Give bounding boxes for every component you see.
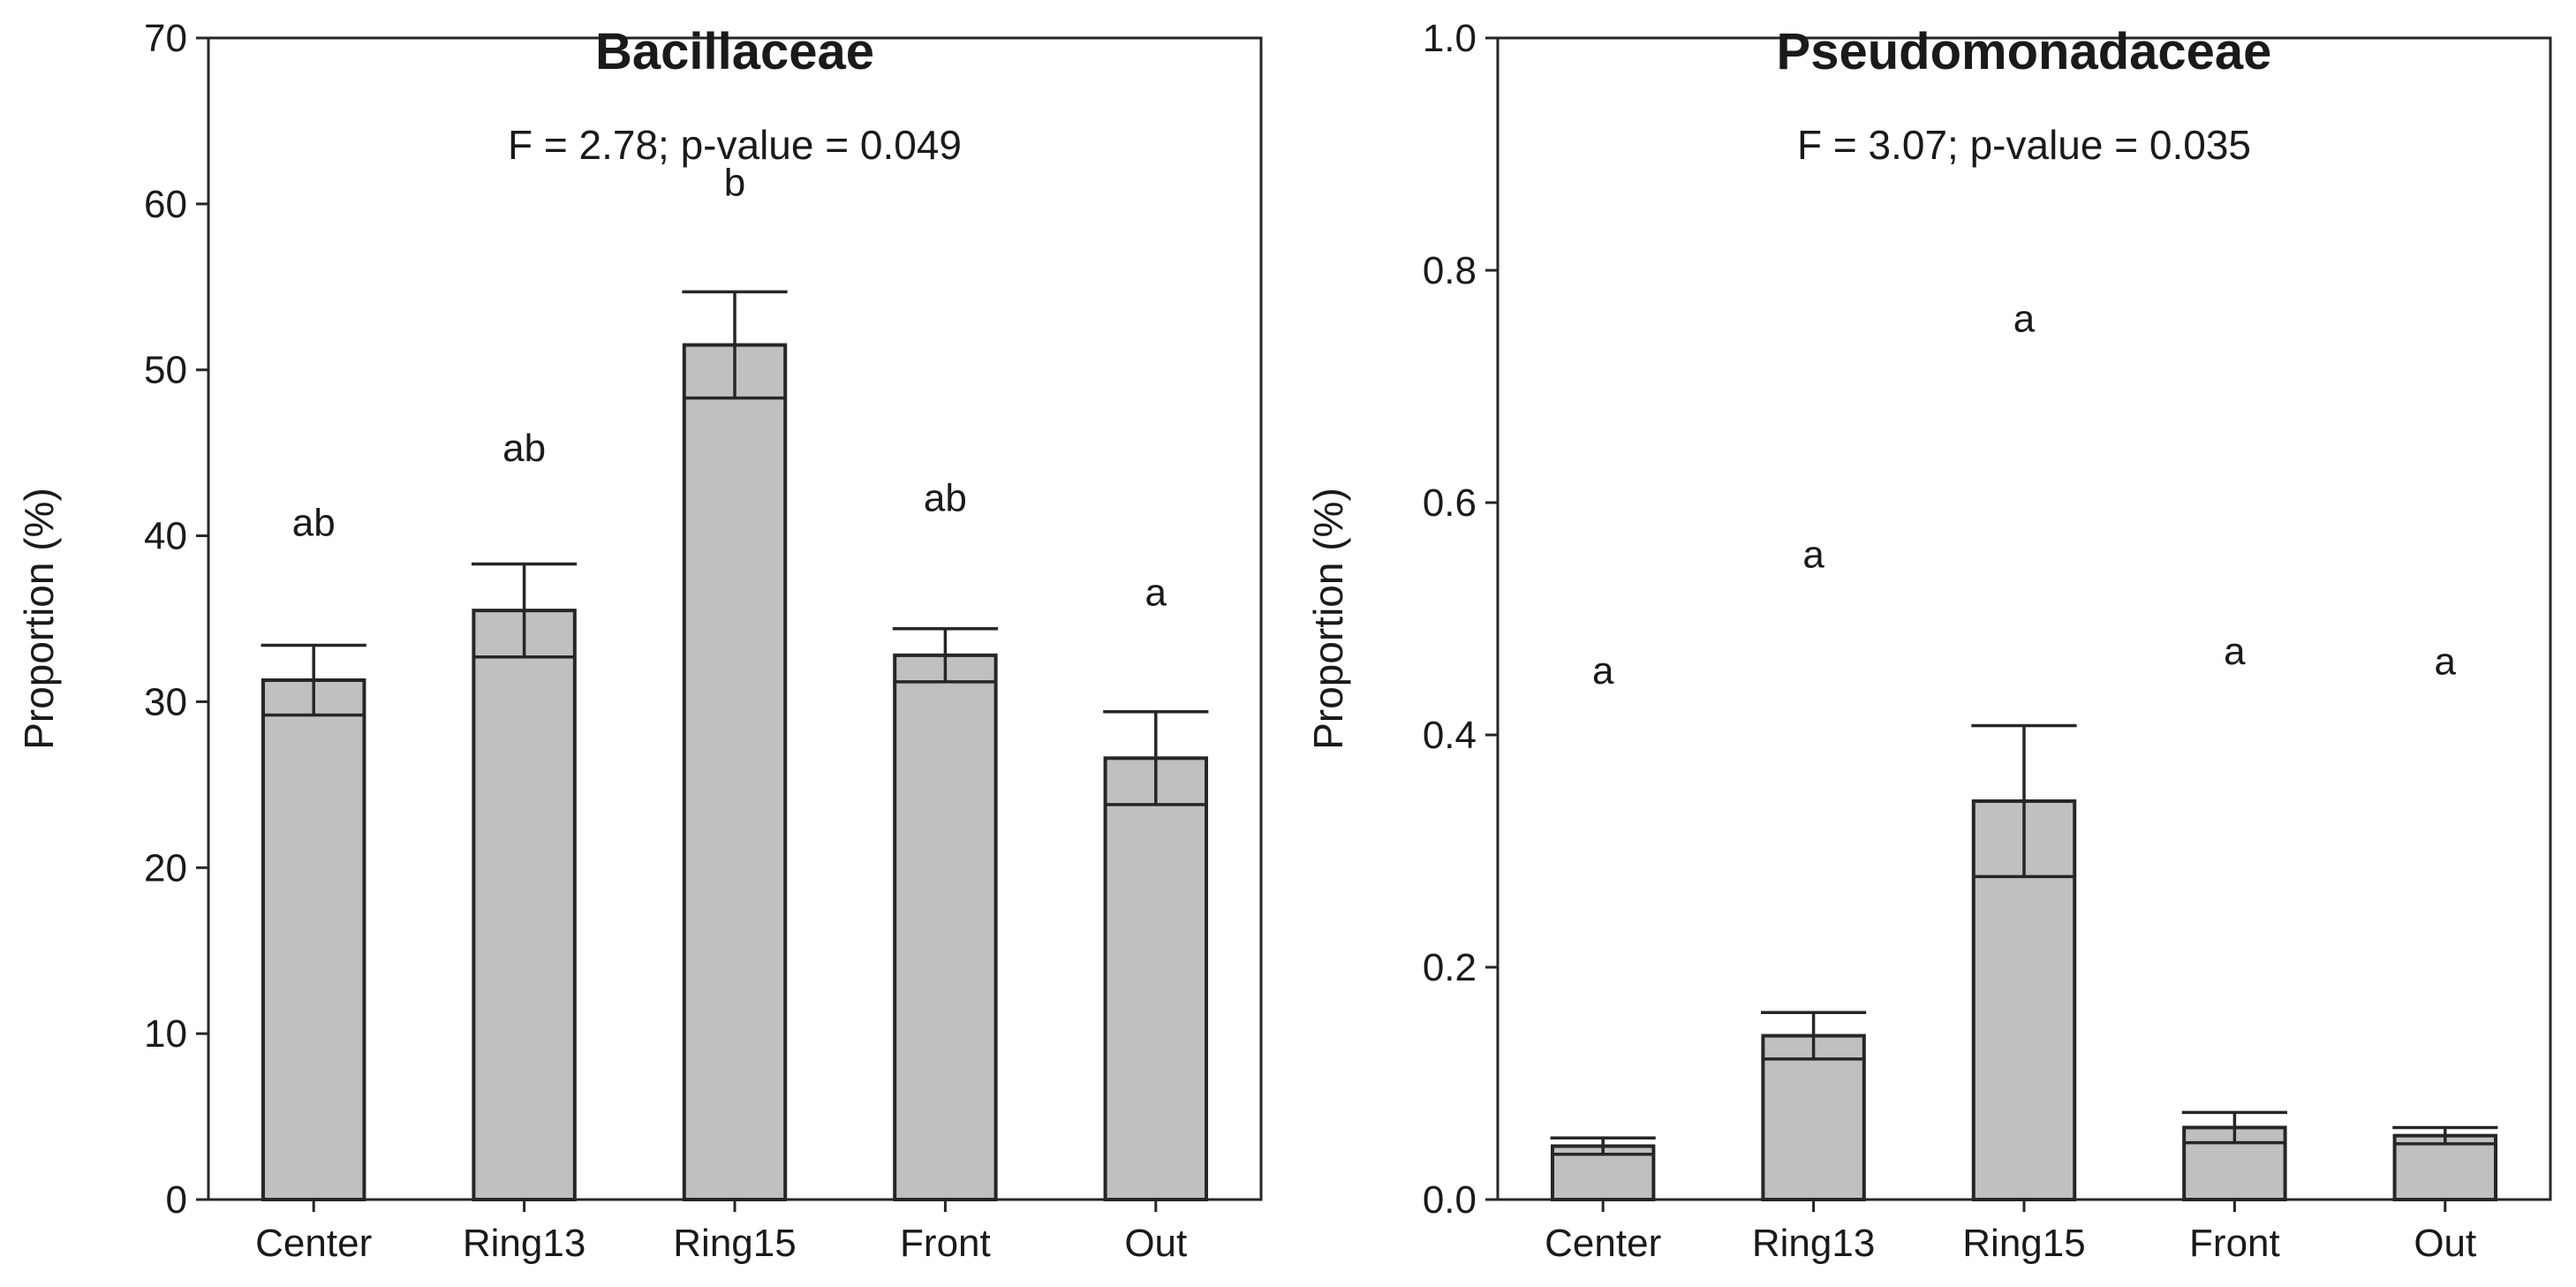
y-tick-label: 0.6 [1423, 481, 1477, 525]
panel-title: Bacillaceae [595, 23, 874, 80]
bar [472, 609, 577, 1201]
panel-title: Pseudomonadaceae [1777, 23, 2272, 80]
bar [682, 343, 788, 1201]
y-tick-label: 20 [144, 846, 187, 890]
bar [893, 653, 998, 1201]
significance-letter: b [724, 161, 745, 204]
y-tick-label: 50 [144, 349, 187, 392]
y-tick-label: 40 [144, 515, 187, 558]
statistics-text: F = 3.07; p-value = 0.035 [1797, 122, 2251, 168]
significance-letter: ab [502, 427, 546, 470]
significance-letter: a [2013, 298, 2036, 341]
significance-letter: ab [924, 476, 967, 519]
statistics-text: F = 2.78; p-value = 0.049 [508, 122, 962, 168]
y-tick-label: 0.2 [1423, 946, 1477, 989]
significance-letter: a [2435, 640, 2457, 684]
x-tick-label: Out [1124, 1222, 1187, 1265]
y-tick-label: 60 [144, 183, 187, 226]
pseudomonadaceae-panel: 0.0 0.2 0.4 0.6 0.8 1.0 Proportion (%) Center a R… [1305, 17, 2552, 1265]
x-tick-label: Front [2189, 1222, 2280, 1265]
significance-letter: ab [292, 502, 336, 545]
x-tick-label: Ring13 [1752, 1222, 1875, 1265]
x-tick-label: Ring15 [673, 1222, 796, 1265]
x-tick-label: Center [255, 1222, 372, 1265]
y-tick-label: 0.8 [1423, 249, 1477, 292]
x-tick-label: Ring13 [463, 1222, 585, 1265]
y-axis-title: Proportion (%) [1305, 488, 1351, 750]
y-tick-label: 30 [144, 680, 187, 723]
y-axis-title: Proportion (%) [16, 488, 62, 750]
y-tick-label: 0.4 [1423, 714, 1477, 757]
y-tick-label: 10 [144, 1012, 187, 1056]
bar [261, 678, 366, 1201]
y-tick-label: 1.0 [1423, 17, 1477, 60]
bar [1103, 756, 1209, 1201]
significance-letter: a [2224, 630, 2246, 673]
x-tick-label: Center [1545, 1222, 1661, 1265]
significance-letter: a [1145, 571, 1167, 614]
x-tick-label: Out [2414, 1222, 2476, 1265]
y-tick-label: 0 [166, 1178, 187, 1222]
x-tick-label: Ring15 [1962, 1222, 2085, 1265]
significance-letter: a [1802, 534, 1824, 577]
y-tick-label: 70 [144, 17, 187, 60]
significance-letter: a [1592, 649, 1614, 693]
x-tick-label: Front [900, 1222, 991, 1265]
y-tick-label: 0.0 [1423, 1178, 1477, 1222]
